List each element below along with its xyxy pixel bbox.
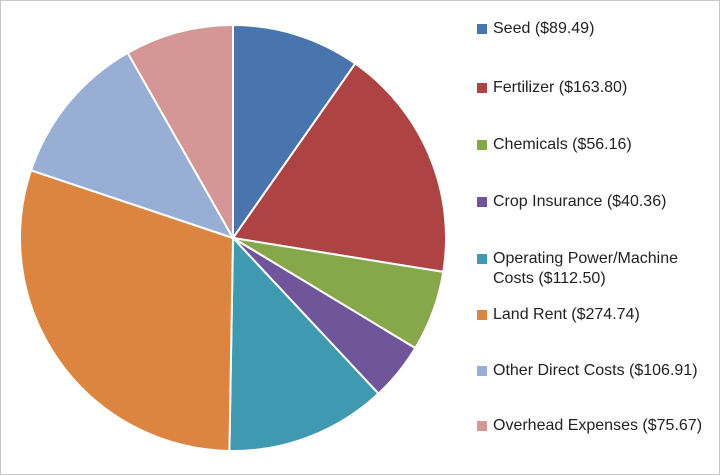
pie-slice-fertilizer — [231, 62, 447, 274]
legend-swatch-land-rent — [477, 310, 487, 320]
pie-slice-overhead-expenses — [126, 23, 234, 242]
legend-item-overhead-expenses: Overhead Expenses ($75.67) — [477, 416, 717, 436]
legend-swatch-crop-insurance — [477, 197, 487, 207]
legend: Seed ($89.49) Fertilizer ($163.80) Chemi… — [477, 1, 717, 474]
legend-label-other-direct-costs: Other Direct Costs ($106.91) — [493, 362, 698, 379]
pie-slice-other-direct-costs — [29, 51, 236, 240]
legend-item-seed: Seed ($89.49) — [477, 19, 717, 39]
pie-slice-operating-power — [228, 235, 380, 452]
pie-slice-seed — [232, 23, 357, 242]
legend-item-crop-insurance: Crop Insurance ($40.36) — [477, 192, 717, 212]
pie-chart — [19, 23, 447, 452]
legend-swatch-overhead-expenses — [477, 421, 487, 431]
legend-swatch-operating-power — [477, 254, 487, 264]
legend-swatch-seed — [477, 24, 487, 34]
legend-swatch-other-direct-costs — [477, 366, 487, 376]
legend-item-chemicals: Chemicals ($56.16) — [477, 135, 717, 155]
legend-label-crop-insurance: Crop Insurance ($40.36) — [493, 193, 667, 210]
legend-label-seed: Seed ($89.49) — [493, 20, 595, 37]
legend-item-other-direct-costs: Other Direct Costs ($106.91) — [477, 361, 717, 381]
legend-label-land-rent: Land Rent ($274.74) — [493, 306, 640, 323]
legend-label-chemicals: Chemicals ($56.16) — [493, 136, 632, 153]
legend-item-land-rent: Land Rent ($274.74) — [477, 305, 717, 325]
legend-item-fertilizer: Fertilizer ($163.80) — [477, 78, 717, 98]
legend-label-overhead-expenses: Overhead Expenses ($75.67) — [493, 417, 703, 434]
legend-swatch-fertilizer — [477, 83, 487, 93]
legend-label-fertilizer: Fertilizer ($163.80) — [493, 79, 628, 96]
pie-slice-land-rent — [19, 169, 235, 452]
legend-swatch-chemicals — [477, 140, 487, 150]
legend-item-operating-power: Operating Power/Machine Costs ($112.50) — [477, 249, 717, 289]
legend-label-operating-power: Operating Power/Machine Costs ($112.50) — [493, 250, 678, 287]
